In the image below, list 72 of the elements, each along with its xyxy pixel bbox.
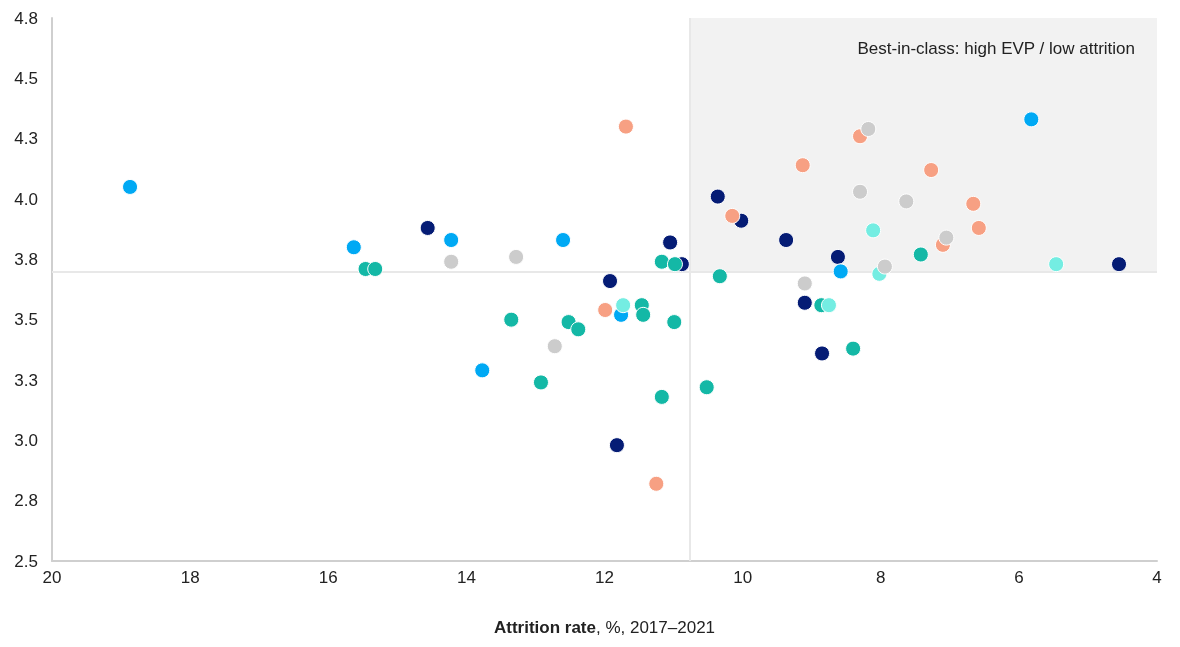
point: [845, 340, 862, 357]
point: [876, 258, 893, 275]
point: [555, 232, 572, 249]
point: [443, 253, 460, 270]
point: [778, 232, 795, 249]
point: [796, 275, 813, 292]
point: [570, 321, 587, 338]
y-tick-label: 4.5: [14, 68, 38, 88]
point: [898, 193, 915, 210]
point: [597, 302, 614, 319]
point: [796, 294, 813, 311]
y-tick-label: 3.5: [14, 310, 38, 330]
point: [820, 297, 837, 314]
point: [666, 314, 683, 331]
point: [635, 306, 652, 323]
point: [794, 157, 811, 174]
point: [938, 229, 955, 246]
point: [724, 207, 741, 224]
point: [648, 475, 665, 492]
y-tick-label: 4.8: [14, 8, 38, 28]
point: [709, 188, 726, 205]
point: [711, 268, 728, 285]
point: [970, 219, 987, 236]
x-tick-label: 16: [318, 568, 338, 587]
point: [923, 162, 940, 179]
point: [546, 338, 563, 355]
y-tick-label: 2.5: [14, 551, 38, 571]
x-tick-label: 14: [456, 568, 476, 587]
point: [508, 248, 525, 265]
point: [860, 121, 877, 138]
point: [345, 239, 362, 256]
point: [829, 248, 846, 265]
point: [965, 195, 982, 212]
x-tick-label: 20: [42, 568, 62, 587]
x-tick-label: 18: [180, 568, 200, 587]
point: [443, 232, 460, 249]
band-label: Best-in-class: high EVP / low attrition: [857, 39, 1135, 58]
x-tick-label: 6: [1014, 568, 1024, 587]
point: [852, 183, 869, 200]
point: [1111, 256, 1128, 273]
point: [1023, 111, 1040, 128]
point: [814, 345, 831, 362]
point: [367, 260, 384, 277]
point: [698, 379, 715, 396]
x-axis-title: Attrition rate, %, 2017–2021: [493, 618, 716, 637]
point: [865, 222, 882, 239]
point: [532, 374, 549, 391]
point: [653, 388, 670, 405]
point: [615, 297, 632, 314]
point: [666, 256, 683, 273]
point: [608, 437, 625, 454]
y-tick-label: 4.0: [14, 189, 38, 209]
y-tick-label: 4.3: [14, 129, 38, 149]
x-tick-label: 4: [1152, 568, 1162, 587]
point: [474, 362, 491, 379]
point: [1048, 256, 1065, 273]
point: [122, 178, 139, 195]
point: [503, 311, 520, 328]
point: [653, 253, 670, 270]
point: [662, 234, 679, 251]
x-tick-label: 10: [733, 568, 753, 587]
x-tick-label: 12: [595, 568, 614, 587]
point: [832, 263, 849, 280]
point: [617, 118, 634, 135]
y-tick-label: 3.8: [14, 249, 38, 269]
y-tick-label: 2.8: [14, 491, 38, 511]
x-tick-label: 8: [876, 568, 886, 587]
point: [419, 219, 436, 236]
point: [912, 246, 929, 263]
y-tick-label: 3.0: [14, 430, 38, 450]
point: [602, 273, 619, 290]
y-tick-label: 3.3: [14, 370, 38, 390]
